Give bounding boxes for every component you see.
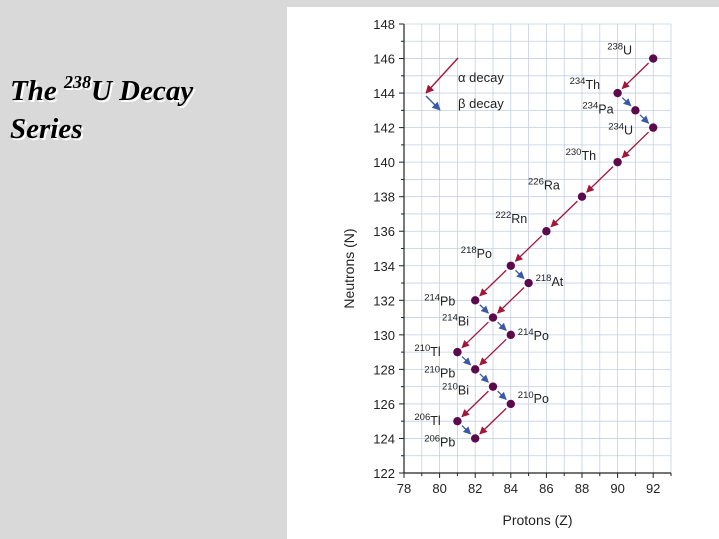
y-tick-label: 136 [373,224,395,239]
nuclide-point-pa234 [631,106,640,115]
nuclide-label-pb214: 214Pb [424,292,455,308]
title-pre: The [10,75,64,107]
alpha-decay-arrow [497,287,525,314]
x-tick-label: 88 [575,481,589,496]
beta-decay-arrow [461,356,472,366]
nuclide-label-pb210: 210Pb [424,364,455,380]
legend-beta-label: β decay [458,96,504,111]
nuclide-label-th234: 234Th [570,76,600,92]
x-tick-label: 90 [610,481,624,496]
title-line2: Series [10,113,83,145]
y-tick-label: 138 [373,190,395,205]
alpha-decay-arrow [621,62,650,90]
title-post: U Decay [90,75,194,107]
nuclide-label-po218: 218Po [461,245,492,261]
beta-decay-arrow [497,390,507,401]
alpha-decay-arrow [461,390,489,418]
alpha-decay-arrow [621,131,650,159]
y-tick-label: 142 [373,121,395,136]
nuclide-point-th230 [613,157,622,167]
beta-decay-arrow [639,114,650,124]
nuclide-point-tl210 [453,347,462,357]
alpha-decay-arrow [586,166,614,193]
alpha-decay-arrow [514,235,543,262]
alpha-decay-arrow [550,200,578,228]
nuclide-point-pb214 [471,296,480,305]
nuclide-point-bi214 [488,313,498,322]
nuclide-points [453,54,658,443]
nuclide-point-po210 [506,399,515,409]
nuclide-label-ra226: 226Ra [528,177,560,193]
title-superscript: 238 [63,72,91,92]
nuclide-point-rn222 [542,227,551,236]
nuclide-point-bi210 [488,382,498,391]
y-tick-label: 146 [373,52,395,67]
y-tick-label: 140 [373,155,395,170]
decay-arrows [461,62,650,435]
alpha-decay-arrow [479,338,507,366]
legend: α decay β decay [425,57,504,111]
y-tick-label: 130 [373,328,395,343]
alpha-decay-arrow [479,407,507,435]
nuclide-label-bi210: 210Bi [442,382,469,398]
nuclide-point-po218 [506,261,515,270]
nuclide-label-bi214: 214Bi [442,313,469,329]
y-tick-label: 132 [373,293,395,308]
y-axis-label: Neutrons (N) [341,228,357,308]
beta-decay-arrow [497,321,507,331]
nuclide-point-at218 [524,278,533,288]
x-tick-label: 82 [468,481,482,496]
y-tick-label: 126 [373,397,395,412]
nuclide-label-po210: 210Po [518,390,549,406]
nuclide-label-u234: 234U [608,122,633,138]
beta-decay-arrow [621,97,632,107]
y-tick-label: 122 [373,466,395,481]
nuclide-point-pb210 [471,365,480,374]
y-tick-label: 134 [373,259,395,274]
nuclide-label-po214: 214Po [518,327,549,343]
beta-decay-arrow [461,425,472,435]
nuclide-label-pb206: 206Pb [424,433,455,449]
nuclide-label-at218: 218At [536,273,564,289]
grid [404,23,672,473]
y-tick-label: 124 [373,431,395,446]
nuclide-point-tl206 [453,416,462,426]
nuclide-point-ra226 [577,192,587,201]
nuclide-label-u238: 238U [607,42,632,58]
x-tick-label: 84 [504,481,518,496]
x-tick-label: 86 [539,481,553,496]
alpha-decay-arrow [461,321,489,349]
nuclide-point-u234 [649,123,658,132]
y-tick-label: 144 [373,86,395,101]
nuclide-labels: 238U 234Th 234Pa 234U 230Th 226Ra 222Rn 218Po 21… [414,42,633,450]
x-axis-label: Protons (Z) [502,512,572,528]
beta-decay-arrow [514,269,525,280]
nuclide-point-po214 [506,330,515,340]
x-tick-label: 92 [646,481,660,496]
y-tick-label: 148 [373,17,395,32]
nuclide-point-u238 [649,54,658,63]
beta-decay-arrow [479,373,489,383]
legend-alpha-arrow [425,57,459,94]
nuclide-point-pb206 [471,434,480,443]
y-tick-label: 128 [373,362,395,377]
x-tick-label: 80 [432,481,446,496]
nuclide-label-tl210: 210Tl [414,343,440,359]
slide-title: The 238U Decay Series [10,72,193,148]
axes: 78 80 82 84 86 88 90 92 122 124 126 128 130 132 134 136… [341,17,672,528]
nuclide-point-th234 [613,88,622,98]
nuclide-label-pa234: 234Pa [582,100,613,116]
nuclide-label-th230: 230Th [566,147,596,163]
nuclide-label-rn222: 222Rn [495,210,527,226]
legend-alpha-label: α decay [458,70,504,85]
x-tick-label: 78 [397,481,411,496]
beta-decay-arrow [479,304,489,314]
legend-beta-arrow [425,95,441,111]
alpha-decay-arrow [479,269,507,297]
nuclide-label-tl206: 206Tl [414,412,440,428]
